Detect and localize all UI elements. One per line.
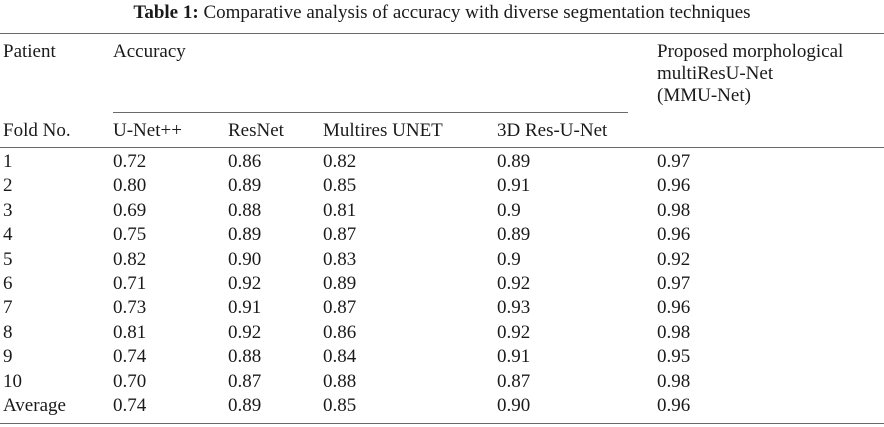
caption-label: Table 1: xyxy=(133,2,199,23)
header-unet-pp: U-Net++ xyxy=(113,120,182,141)
cell-3d-res-unet: 0.93 xyxy=(497,297,531,319)
cell-unet-pp: 0.74 xyxy=(113,346,147,368)
cell-3d-res-unet: 0.90 xyxy=(497,395,531,416)
header-3d-res-unet: 3D Res-U-Net xyxy=(497,120,608,141)
cell-mmu-net: 0.92 xyxy=(657,248,691,270)
cell-fold: 7 xyxy=(3,297,13,319)
cell-3d-res-unet: 0.9 xyxy=(497,199,521,221)
cell-unet-pp: 0.74 xyxy=(113,395,147,416)
table-row: 1 0.72 0.86 0.82 0.89 0.97 xyxy=(0,151,884,172)
cell-mmu-net: 0.97 xyxy=(657,151,691,172)
cell-3d-res-unet: 0.89 xyxy=(497,224,531,246)
header-proposed: Proposed morphological multiResU-Net (MM… xyxy=(657,41,843,107)
cell-3d-res-unet: 0.89 xyxy=(497,151,531,172)
header-patient: Patient xyxy=(3,41,56,62)
cell-resnet: 0.87 xyxy=(228,370,262,392)
cell-mmu-net: 0.96 xyxy=(657,297,691,319)
cell-multires-unet: 0.84 xyxy=(323,346,357,368)
cell-3d-res-unet: 0.91 xyxy=(497,346,531,368)
cell-resnet: 0.92 xyxy=(228,321,262,343)
table-row: 6 0.71 0.92 0.89 0.92 0.97 xyxy=(0,273,884,294)
cell-unet-pp: 0.69 xyxy=(113,199,147,221)
table-row: 10 0.70 0.87 0.88 0.87 0.98 xyxy=(0,371,884,392)
cell-resnet: 0.91 xyxy=(228,297,262,319)
header-proposed-line-2: multiResU-Net xyxy=(657,63,774,84)
cell-multires-unet: 0.87 xyxy=(323,224,357,246)
cell-mmu-net: 0.98 xyxy=(657,321,691,343)
cell-multires-unet: 0.85 xyxy=(323,395,357,416)
cell-3d-res-unet: 0.9 xyxy=(497,248,521,270)
cell-fold: 5 xyxy=(3,248,13,270)
cell-3d-res-unet: 0.92 xyxy=(497,321,531,343)
cell-mmu-net: 0.96 xyxy=(657,224,691,246)
cell-fold: 10 xyxy=(3,370,22,392)
bottom-rule xyxy=(0,423,884,424)
cell-resnet: 0.86 xyxy=(228,151,262,172)
cell-resnet: 0.90 xyxy=(228,248,262,270)
table-row: 2 0.80 0.89 0.85 0.91 0.96 xyxy=(0,175,884,196)
table-row: 9 0.74 0.88 0.84 0.91 0.95 xyxy=(0,346,884,367)
cell-multires-unet: 0.85 xyxy=(323,175,357,197)
caption-text: Comparative analysis of accuracy with di… xyxy=(203,2,751,23)
accuracy-group-rule xyxy=(113,112,628,113)
cell-fold: 9 xyxy=(3,346,13,368)
cell-fold: Average xyxy=(3,395,66,416)
cell-multires-unet: 0.88 xyxy=(323,370,357,392)
cell-mmu-net: 0.98 xyxy=(657,370,691,392)
top-rule xyxy=(0,33,884,34)
cell-mmu-net: 0.96 xyxy=(657,175,691,197)
cell-resnet: 0.89 xyxy=(228,395,262,416)
cell-resnet: 0.88 xyxy=(228,346,262,368)
cell-3d-res-unet: 0.92 xyxy=(497,273,531,294)
cell-resnet: 0.89 xyxy=(228,224,262,246)
cell-fold: 8 xyxy=(3,321,13,343)
header-accuracy: Accuracy xyxy=(113,41,186,62)
cell-resnet: 0.92 xyxy=(228,273,262,294)
cell-multires-unet: 0.86 xyxy=(323,321,357,343)
cell-multires-unet: 0.87 xyxy=(323,297,357,319)
cell-unet-pp: 0.82 xyxy=(113,248,147,270)
cell-multires-unet: 0.89 xyxy=(323,273,357,294)
table-row: 8 0.81 0.92 0.86 0.92 0.98 xyxy=(0,322,884,343)
cell-multires-unet: 0.82 xyxy=(323,151,357,172)
table-row: Average 0.74 0.89 0.85 0.90 0.96 xyxy=(0,395,884,416)
cell-mmu-net: 0.97 xyxy=(657,273,691,294)
table-row: 5 0.82 0.90 0.83 0.9 0.92 xyxy=(0,249,884,270)
cell-unet-pp: 0.70 xyxy=(113,370,147,392)
cell-unet-pp: 0.81 xyxy=(113,321,147,343)
cell-fold: 4 xyxy=(3,224,13,246)
cell-3d-res-unet: 0.91 xyxy=(497,175,531,197)
table-row: 3 0.69 0.88 0.81 0.9 0.98 xyxy=(0,200,884,221)
cell-unet-pp: 0.75 xyxy=(113,224,147,246)
header-resnet: ResNet xyxy=(228,120,284,141)
cell-fold: 2 xyxy=(3,175,13,197)
cell-fold: 3 xyxy=(3,199,13,221)
table-row: 7 0.73 0.91 0.87 0.93 0.96 xyxy=(0,297,884,318)
cell-resnet: 0.88 xyxy=(228,199,262,221)
cell-mmu-net: 0.98 xyxy=(657,199,691,221)
header-proposed-line-1: Proposed morphological xyxy=(657,41,844,62)
header-rule xyxy=(0,147,884,148)
cell-resnet: 0.89 xyxy=(228,175,262,197)
cell-3d-res-unet: 0.87 xyxy=(497,370,531,392)
header-fold-no: Fold No. xyxy=(3,120,71,141)
header-proposed-line-3: (MMU-Net) xyxy=(657,85,751,106)
cell-unet-pp: 0.80 xyxy=(113,175,147,197)
table-caption: Table 1: Comparative analysis of accurac… xyxy=(0,2,884,24)
table-row: 4 0.75 0.89 0.87 0.89 0.96 xyxy=(0,224,884,245)
cell-unet-pp: 0.71 xyxy=(113,273,147,294)
cell-mmu-net: 0.96 xyxy=(657,395,691,416)
cell-multires-unet: 0.81 xyxy=(323,199,357,221)
cell-fold: 6 xyxy=(3,273,13,294)
cell-mmu-net: 0.95 xyxy=(657,346,691,368)
cell-fold: 1 xyxy=(3,151,13,172)
cell-multires-unet: 0.83 xyxy=(323,248,357,270)
cell-unet-pp: 0.72 xyxy=(113,151,147,172)
header-multires-unet: Multires UNET xyxy=(323,120,443,141)
cell-unet-pp: 0.73 xyxy=(113,297,147,319)
